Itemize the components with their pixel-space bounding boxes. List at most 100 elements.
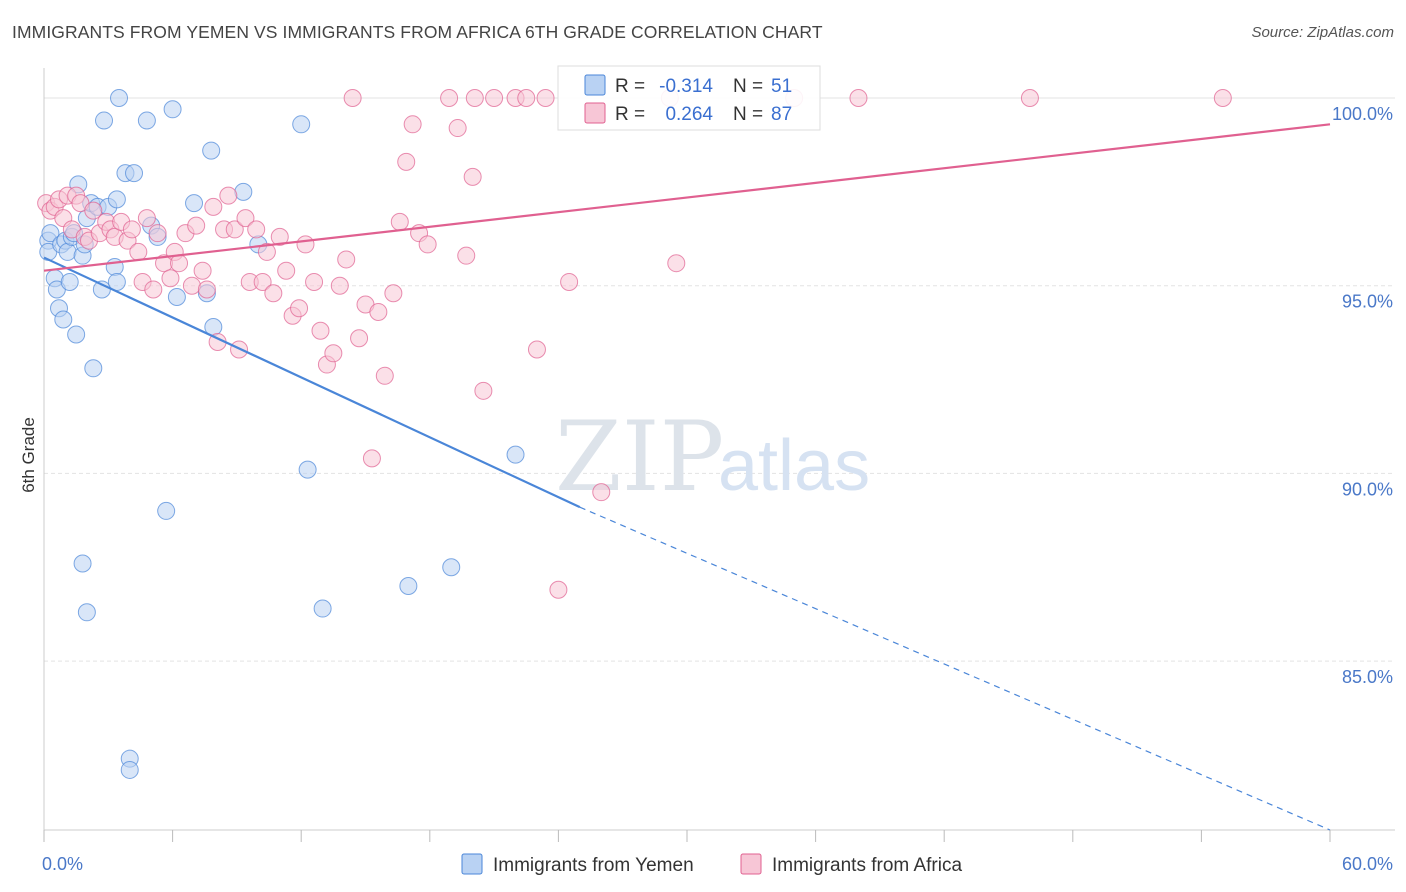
africa-point	[465, 89, 484, 108]
yemen-point	[95, 111, 114, 130]
africa-point	[290, 299, 309, 318]
africa-point	[144, 280, 163, 299]
africa-point	[253, 272, 272, 291]
africa-point	[270, 227, 289, 246]
africa-point	[474, 381, 493, 400]
yemen-point	[185, 194, 204, 213]
x-tick-label: 0.0%	[42, 854, 83, 874]
yemen-point	[54, 310, 73, 329]
yemen-point	[77, 603, 96, 622]
africa-point	[187, 216, 206, 235]
africa-point	[397, 152, 416, 171]
stats-n-value: 87	[771, 104, 792, 125]
africa-point	[193, 261, 212, 280]
africa-point	[148, 224, 167, 243]
yemen-point	[163, 100, 182, 119]
yemen-trend-extension	[579, 506, 1331, 831]
data-points	[37, 89, 1232, 779]
africa-point	[311, 321, 330, 340]
africa-point	[390, 212, 409, 231]
yemen-point	[41, 224, 60, 243]
africa-point	[122, 220, 141, 239]
africa-point	[296, 235, 315, 254]
africa-point	[457, 246, 476, 265]
yemen-point	[313, 599, 332, 618]
legend-swatch	[461, 853, 483, 875]
africa-point	[369, 302, 388, 321]
y-tick-label: 85.0%	[1342, 667, 1393, 687]
africa-point	[536, 89, 555, 108]
yemen-point	[292, 115, 311, 134]
africa-point	[137, 209, 156, 228]
africa-point	[305, 272, 324, 291]
africa-point	[485, 89, 504, 108]
x-tick-label: 60.0%	[1342, 854, 1393, 874]
stats-r-value: 0.264	[665, 104, 713, 125]
legend-label: Immigrants from Yemen	[493, 855, 694, 876]
stats-n-value: 51	[771, 76, 792, 97]
africa-point	[1020, 89, 1039, 108]
africa-point	[463, 167, 482, 186]
yemen-point	[84, 359, 103, 378]
africa-point	[182, 276, 201, 295]
africa-point	[418, 235, 437, 254]
yemen-point	[137, 111, 156, 130]
africa-point	[170, 254, 189, 273]
africa-trend-line	[43, 123, 1331, 272]
africa-point	[197, 280, 216, 299]
africa-point	[236, 209, 255, 228]
africa-point	[219, 186, 238, 205]
africa-point	[403, 115, 422, 134]
africa-point	[257, 242, 276, 261]
africa-point	[362, 449, 381, 468]
africa-point	[277, 261, 296, 280]
yemen-point	[120, 760, 139, 779]
yemen-point	[157, 501, 176, 520]
africa-point	[560, 272, 579, 291]
africa-point	[384, 284, 403, 303]
stats-swatch	[584, 102, 606, 124]
stats-swatch	[584, 74, 606, 96]
yemen-point	[442, 558, 461, 577]
y-tick-label: 95.0%	[1342, 292, 1393, 312]
yemen-point	[110, 89, 129, 108]
y-tick-label: 100.0%	[1332, 104, 1393, 124]
africa-point	[440, 89, 459, 108]
chart-source: Source: ZipAtlas.com	[1251, 24, 1394, 41]
stats-n-label: N =	[733, 104, 763, 125]
africa-point	[448, 119, 467, 138]
africa-point	[517, 89, 536, 108]
stats-legend: R = -0.314 N = 51 R = 0.264 N = 87	[557, 65, 821, 131]
africa-point	[247, 220, 266, 239]
yemen-point	[73, 554, 92, 573]
legend-swatch	[740, 853, 762, 875]
axes: 100.0% 95.0% 90.0% 85.0% 0.0% 60.0%	[42, 68, 1395, 874]
africa-point	[84, 201, 103, 220]
grid	[44, 97, 1395, 662]
africa-point	[204, 197, 223, 216]
yemen-point	[234, 182, 253, 201]
africa-point	[375, 366, 394, 385]
y-tick-label: 90.0%	[1342, 479, 1393, 499]
yemen-point	[202, 141, 221, 160]
africa-point	[161, 269, 180, 288]
africa-point	[324, 344, 343, 363]
yemen-point	[298, 460, 317, 479]
yemen-point	[506, 445, 525, 464]
legend-label: Immigrants from Africa	[772, 855, 962, 876]
stats-r-label: R =	[615, 76, 645, 97]
africa-point	[549, 580, 568, 599]
africa-point	[592, 483, 611, 502]
stats-r-label: R =	[615, 104, 645, 125]
watermark-atlas: atlas	[718, 426, 870, 506]
yemen-point	[107, 190, 126, 209]
stats-r-value: -0.314	[659, 76, 713, 97]
y-axis-label: 6th Grade	[19, 417, 38, 493]
yemen-point	[58, 242, 77, 261]
africa-point	[337, 250, 356, 269]
africa-point	[343, 89, 362, 108]
trend-lines	[43, 123, 1331, 831]
yemen-point	[67, 325, 86, 344]
watermark-zip: ZIP	[555, 401, 724, 513]
